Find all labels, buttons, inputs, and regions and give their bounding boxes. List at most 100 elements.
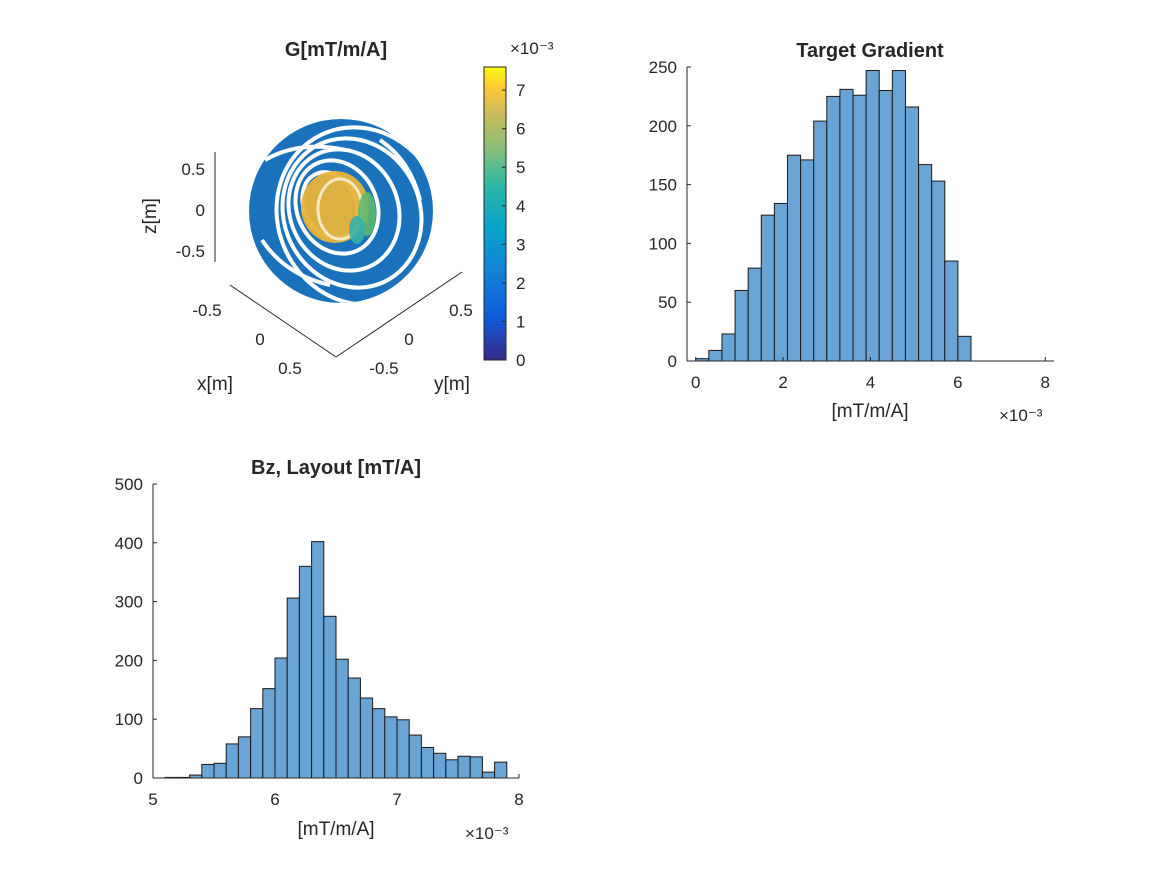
histogram-bar (433, 752, 447, 779)
x-tick-label: 2 (778, 373, 787, 392)
panel-3d-field: G[mT/m/A] 0.5 0 -0.5 z[m] -0.5 0 0.5 x[m… (140, 39, 554, 395)
histogram-bar (721, 333, 736, 362)
histogram-bar (335, 658, 349, 779)
x-tick-label: 0 (255, 330, 264, 349)
histogram-bar (839, 88, 854, 362)
x-tick-label: 0 (691, 373, 700, 392)
x-tick-label: -0.5 (192, 301, 221, 320)
colorbar-tick-label: 3 (516, 235, 525, 254)
colorbar-exponent: ×10⁻³ (510, 39, 554, 58)
y-ticks: 0 100 200 300 400 500 (115, 475, 157, 788)
x-axis-label: [mT/m/A] (831, 401, 908, 422)
x-tick-label: 8 (1041, 373, 1050, 392)
sphere-contour (260, 238, 331, 287)
z-tick-label: 0 (196, 201, 205, 220)
y-tick-label: 200 (649, 117, 677, 136)
chart-title: Bz, Layout [mT/A] (251, 457, 421, 479)
histogram-bar (826, 95, 841, 362)
sphere-surface (249, 119, 433, 303)
sphere-contour (293, 158, 381, 256)
y-tick-label: 200 (115, 651, 143, 670)
histogram-bar (469, 756, 483, 779)
y-tick-label: 400 (115, 534, 143, 553)
z-tick-label: 0.5 (181, 160, 205, 179)
histogram-bar (250, 708, 264, 779)
histogram-bar (786, 154, 802, 362)
histogram-bars (164, 541, 508, 779)
histogram-bar (773, 202, 788, 362)
x-tick-label: 6 (953, 373, 962, 392)
chart-title: Target Gradient (796, 40, 944, 62)
colorbar-tick-label: 6 (516, 120, 525, 139)
colorbar-tick-label: 0 (516, 351, 525, 370)
x-axis-line (229, 284, 337, 358)
histogram-bar (734, 289, 749, 362)
x-exponent-label: ×10⁻³ (999, 406, 1043, 425)
y-ticks: 0 50 100 150 200 250 (649, 58, 691, 371)
histogram-bar (944, 260, 959, 362)
histogram-bar (359, 697, 374, 779)
x-tick-label: 6 (270, 790, 279, 809)
histogram-bar (852, 94, 867, 362)
histogram-bar (931, 180, 946, 362)
histogram-bar (298, 565, 313, 779)
histogram-bar (384, 716, 398, 779)
y-tick-label: 150 (649, 176, 677, 195)
colorbar-tick-label: 5 (516, 158, 525, 177)
histogram-bars (695, 70, 972, 362)
y-tick-label: 0.5 (449, 301, 473, 320)
y-tick-label: 100 (115, 710, 143, 729)
histogram-bar (481, 771, 496, 779)
x-axis-label: [mT/m/A] (297, 819, 374, 840)
histogram-bar (800, 159, 815, 362)
colorbar-tick-label: 1 (516, 312, 525, 331)
histogram-bar (225, 743, 239, 779)
histogram-bar (396, 719, 410, 779)
sphere-contour (378, 138, 422, 201)
x-axis-label: x[m] (197, 374, 233, 395)
histogram-bar (445, 759, 459, 779)
histogram-bar (904, 106, 920, 362)
histogram-bar (760, 214, 775, 362)
y-tick-label: 250 (649, 58, 677, 77)
histogram-bar (957, 335, 972, 362)
histogram-bar (201, 763, 215, 779)
histogram-bar (347, 677, 361, 779)
y-tick-label: 0 (134, 769, 143, 788)
histogram-bar (237, 736, 252, 779)
x-tick-label: 0.5 (278, 359, 302, 378)
sphere-contour (264, 144, 346, 162)
histogram-bar (918, 164, 933, 362)
histogram-bar (408, 734, 422, 779)
histogram-bar (213, 762, 227, 779)
histogram-bar (372, 708, 386, 779)
colorbar-tick-label: 7 (516, 81, 525, 100)
histogram-bar (494, 761, 508, 779)
y-tick-label: 50 (658, 293, 677, 312)
x-exponent-label: ×10⁻³ (465, 824, 509, 843)
y-tick-label: 300 (115, 593, 143, 612)
y-tick-label: -0.5 (369, 359, 398, 378)
sphere-contour (286, 147, 402, 273)
x-ticks: 5 6 7 8 (148, 774, 524, 809)
histogram-bar (878, 90, 893, 362)
y-axis-label: y[m] (434, 374, 470, 395)
histogram-bar (262, 688, 276, 779)
histogram-bar (457, 755, 471, 779)
x-tick-label: 8 (514, 790, 523, 809)
colorbar-tick-label: 2 (516, 274, 525, 293)
histogram-bar (813, 120, 828, 362)
histogram-bar (311, 541, 325, 779)
histogram-bar (891, 70, 906, 362)
z-axis-label: z[m] (140, 198, 161, 234)
histogram-bar (420, 746, 435, 779)
colorbar (483, 66, 507, 361)
y-tick-label: 0 (668, 352, 677, 371)
panel-target-gradient: Target Gradient 0 50 100 150 200 250 0 2 4 6 8 [m… (649, 40, 1054, 425)
histogram-bar (708, 349, 723, 362)
field-gradient-band (349, 216, 365, 244)
histogram-bar (274, 657, 288, 779)
histogram-bar (747, 267, 762, 362)
